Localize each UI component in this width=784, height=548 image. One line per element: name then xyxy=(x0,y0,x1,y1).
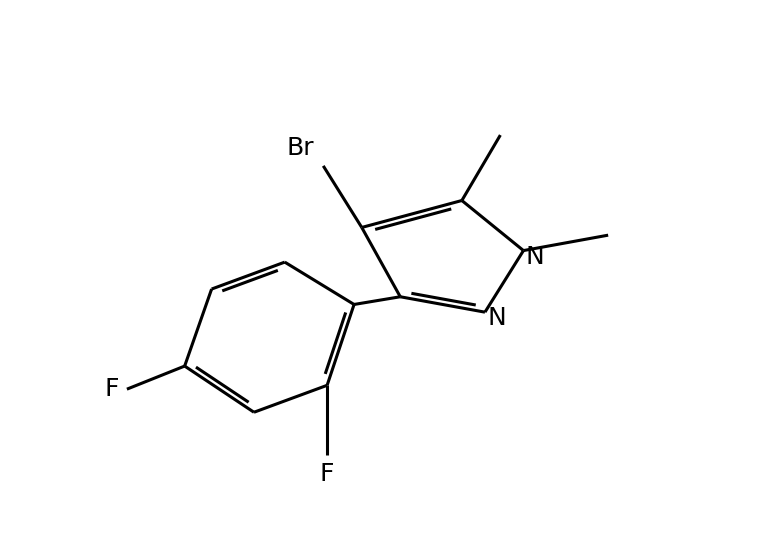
Text: N: N xyxy=(488,306,506,330)
Text: Br: Br xyxy=(286,136,314,159)
Text: F: F xyxy=(105,377,119,401)
Text: F: F xyxy=(320,463,334,486)
Text: N: N xyxy=(526,245,545,269)
